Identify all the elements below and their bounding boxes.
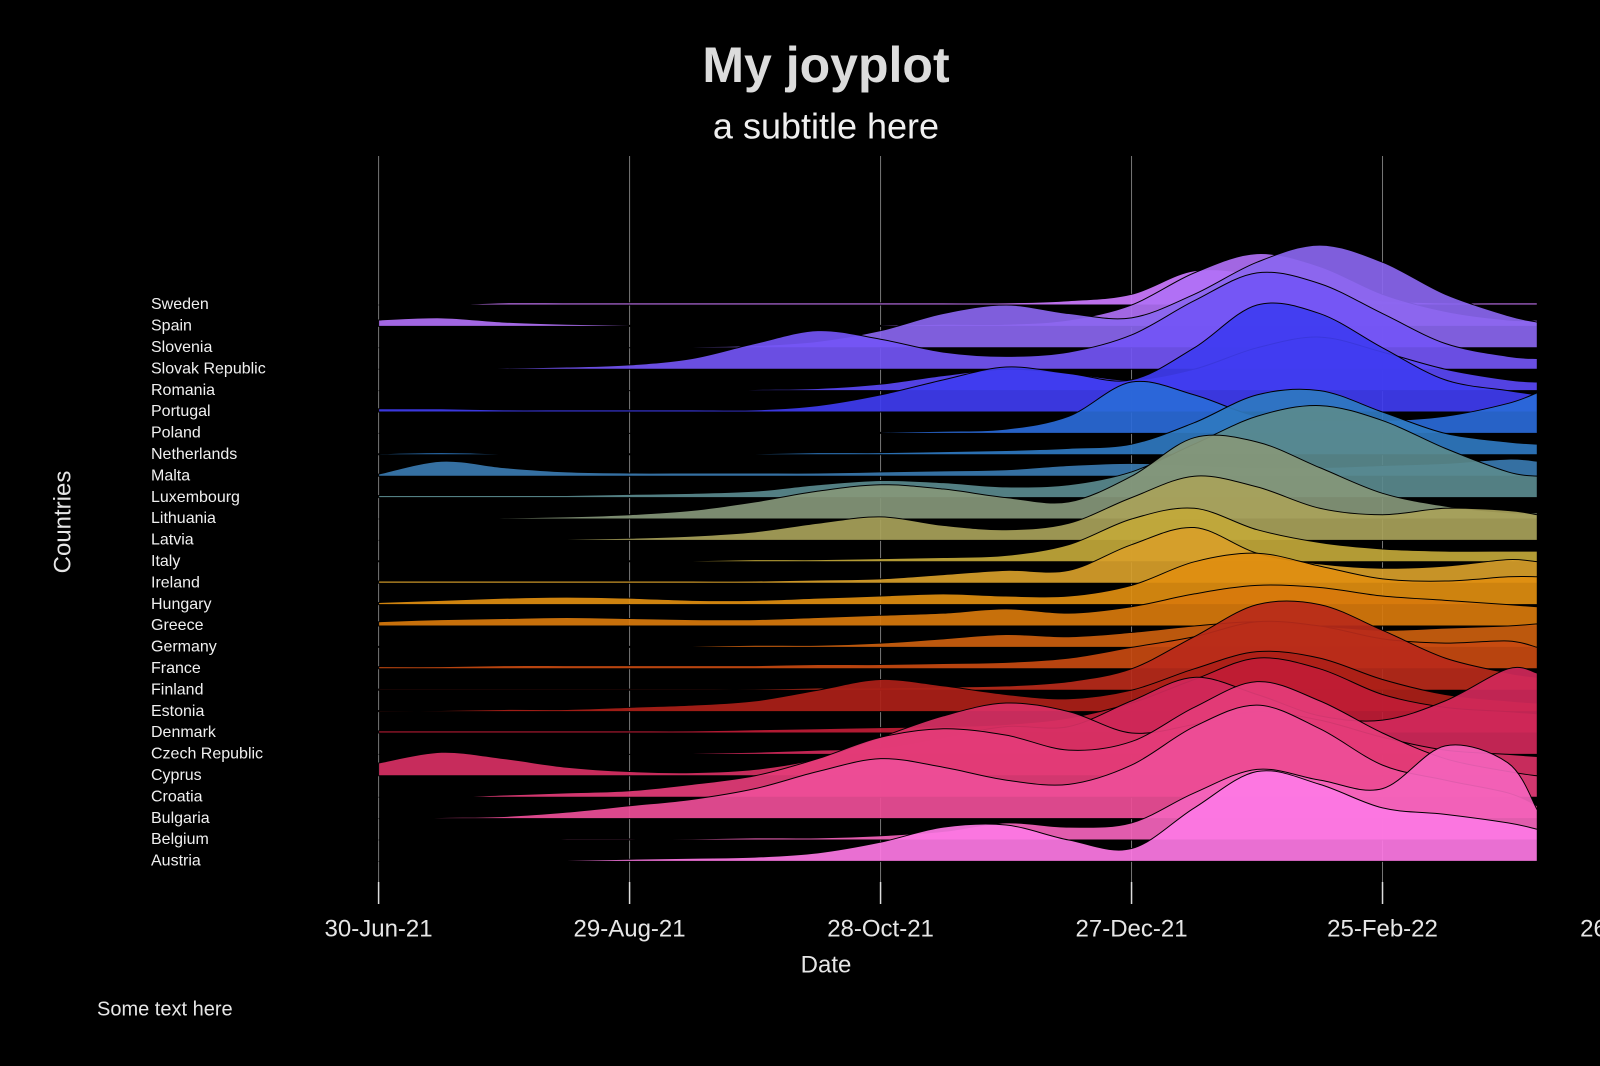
row-label: Czech Republic xyxy=(151,746,263,763)
grid: 30-Jun-21 29-Aug-21 28-Oct-21 27-Dec-21 25-F… xyxy=(325,156,1600,942)
ridge xyxy=(378,770,1538,862)
row-label: Netherlands xyxy=(151,446,237,463)
ridge xyxy=(378,475,1538,541)
x-tick-label: 30-Jun-21 xyxy=(325,915,433,942)
row-label: Greece xyxy=(151,617,204,634)
x-tick-label: 29-Aug-21 xyxy=(574,915,686,942)
row-label: Hungary xyxy=(151,596,211,613)
row-label: Spain xyxy=(151,318,192,335)
row-label: Germany xyxy=(151,639,217,656)
row-label: Latvia xyxy=(151,532,194,549)
row-label: Slovak Republic xyxy=(151,360,266,377)
row-label: Finland xyxy=(151,681,203,698)
x-tick-label: 26-Apr-22 xyxy=(1580,915,1600,942)
row-label: Estonia xyxy=(151,703,204,720)
row-label: Portugal xyxy=(151,403,211,420)
row-label: Bulgaria xyxy=(151,810,210,827)
row-label: France xyxy=(151,660,201,677)
ridge xyxy=(378,302,1538,413)
ridges xyxy=(378,244,1538,862)
row-label: Romania xyxy=(151,382,215,399)
row-label: Malta xyxy=(151,467,190,484)
row-label: Luxembourg xyxy=(151,489,240,506)
ridge xyxy=(378,507,1538,563)
row-label: Belgium xyxy=(151,831,209,848)
row-label: Denmark xyxy=(151,724,217,741)
row-labels: Sweden Spain Slovenia Slovak Republic Romani… xyxy=(151,296,266,869)
row-label: Cyprus xyxy=(151,767,202,784)
chart-subtitle: a subtitle here xyxy=(713,106,939,147)
row-label: Sweden xyxy=(151,296,209,313)
row-label: Italy xyxy=(151,553,180,570)
row-label: Lithuania xyxy=(151,510,216,527)
x-tick-label: 28-Oct-21 xyxy=(827,915,934,942)
caption: Some text here xyxy=(97,998,233,1020)
x-tick-label: 27-Dec-21 xyxy=(1076,915,1188,942)
row-label: Croatia xyxy=(151,788,203,805)
row-label: Poland xyxy=(151,425,201,442)
row-label: Ireland xyxy=(151,574,200,591)
row-label: Austria xyxy=(151,853,201,870)
x-tick-label: 25-Feb-22 xyxy=(1327,915,1438,942)
chart-title: My joyplot xyxy=(702,37,950,93)
y-axis-label: Countries xyxy=(49,471,76,574)
row-label: Slovenia xyxy=(151,339,212,356)
x-axis-label: Date xyxy=(801,951,852,978)
